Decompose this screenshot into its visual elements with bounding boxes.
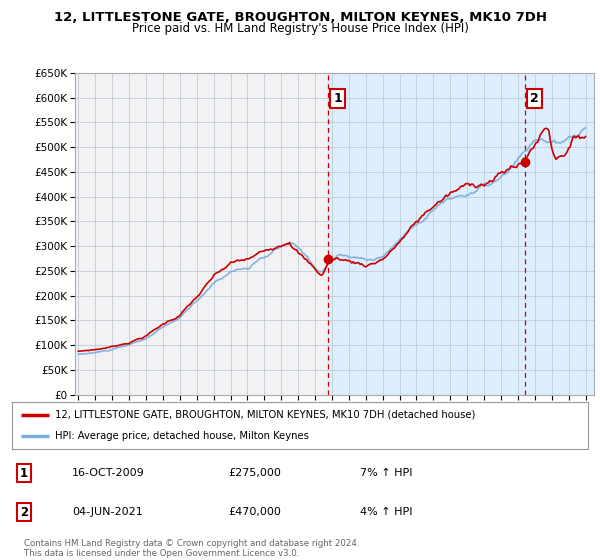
Text: Price paid vs. HM Land Registry's House Price Index (HPI): Price paid vs. HM Land Registry's House … xyxy=(131,22,469,35)
Text: 04-JUN-2021: 04-JUN-2021 xyxy=(72,507,143,517)
Text: 16-OCT-2009: 16-OCT-2009 xyxy=(72,468,145,478)
Text: £470,000: £470,000 xyxy=(228,507,281,517)
Text: HPI: Average price, detached house, Milton Keynes: HPI: Average price, detached house, Milt… xyxy=(55,431,309,441)
Text: 7% ↑ HPI: 7% ↑ HPI xyxy=(360,468,413,478)
Text: 12, LITTLESTONE GATE, BROUGHTON, MILTON KEYNES, MK10 7DH (detached house): 12, LITTLESTONE GATE, BROUGHTON, MILTON … xyxy=(55,410,476,420)
Text: 4% ↑ HPI: 4% ↑ HPI xyxy=(360,507,413,517)
Text: 2: 2 xyxy=(530,92,539,105)
Text: Contains HM Land Registry data © Crown copyright and database right 2024.
This d: Contains HM Land Registry data © Crown c… xyxy=(24,539,359,558)
Text: 1: 1 xyxy=(20,466,28,480)
Bar xyxy=(328,73,594,395)
Text: 2: 2 xyxy=(20,506,28,519)
Text: £275,000: £275,000 xyxy=(228,468,281,478)
Text: 12, LITTLESTONE GATE, BROUGHTON, MILTON KEYNES, MK10 7DH: 12, LITTLESTONE GATE, BROUGHTON, MILTON … xyxy=(53,11,547,24)
Text: 1: 1 xyxy=(334,92,342,105)
